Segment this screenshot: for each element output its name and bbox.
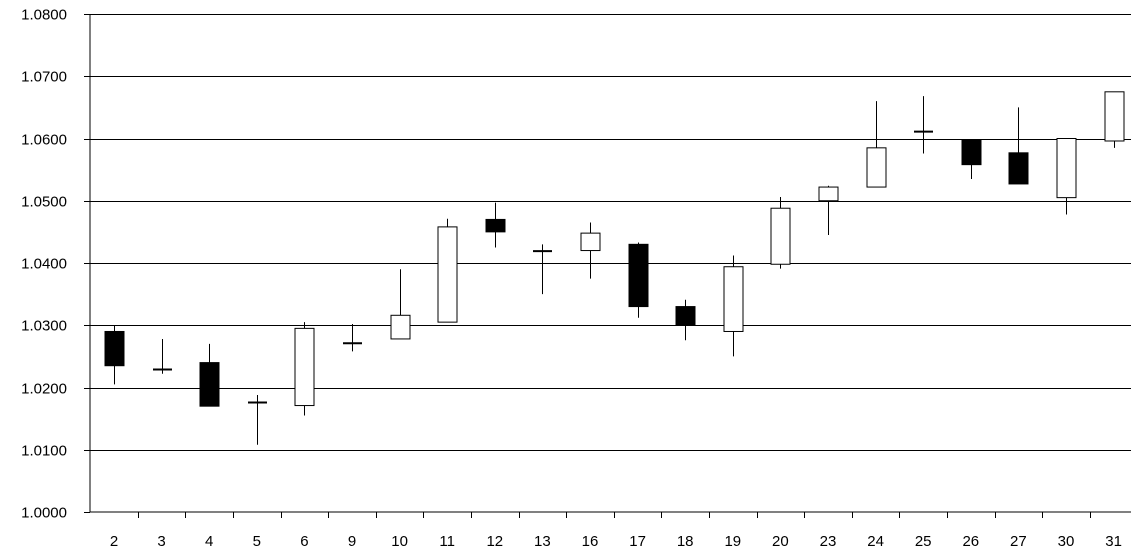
x-tick-label: 16 [582,533,599,550]
candle [628,242,649,318]
x-tick-label: 5 [253,533,261,550]
x-tick-label: 27 [1010,533,1027,550]
candle [1056,138,1077,215]
candle-body-down [104,330,125,367]
y-tick-label: 1.0000 [21,505,67,522]
candle [866,101,887,188]
x-tick-label: 6 [300,533,308,550]
candle [914,96,933,154]
candle [153,338,172,374]
candle [1008,107,1029,185]
candle [675,299,696,341]
candle [723,255,744,357]
y-tick-label: 1.0500 [21,194,67,211]
x-tick-label: 18 [677,533,694,550]
x-tick-label: 30 [1058,533,1075,550]
x-tick-label: 9 [348,533,356,550]
y-tick-label: 1.0200 [21,381,67,398]
candle [818,185,839,235]
y-tick-label: 1.0700 [21,69,67,86]
gridlines [84,14,1131,513]
candle-body-down [961,139,982,166]
candle-body-up [1056,138,1077,199]
candle-body-up [294,327,315,407]
x-tick-label: 25 [915,533,932,550]
x-tick-label: 17 [629,533,646,550]
x-axis-labels: 2 3 4 5 6 9 10 11 12 13 16 17 18 19 20 23 24 25 26 27 30 31 [110,533,1122,550]
x-tick-label: 11 [439,533,455,550]
candle-body-up [1104,91,1125,142]
candle [343,324,362,352]
candle-body-down [1008,152,1029,185]
candle-body-up [866,147,887,188]
x-tick-label: 10 [391,533,408,550]
candle-body-down [628,243,649,308]
candle [437,218,458,323]
y-tick-label: 1.0800 [21,7,67,24]
x-tick-label: 12 [486,533,503,550]
x-tick-label: 4 [205,533,213,550]
x-tick-label: 26 [962,533,979,550]
candle-body-down [485,218,506,233]
candle-body-up [580,232,601,252]
candle-body-up [770,207,791,265]
axes [89,14,1131,513]
y-tick-label: 1.0600 [21,132,67,149]
x-tick-label: 31 [1105,533,1122,550]
candle-body-up [818,186,839,202]
candle [294,322,315,416]
x-tick-label: 24 [867,533,884,550]
y-tick-label: 1.0400 [21,256,67,273]
candle [390,269,411,340]
x-tick-label: 23 [820,533,837,550]
candle-body-up [390,314,411,340]
y-tick-label: 1.0300 [21,318,67,335]
candle-body-down [675,306,696,326]
candle [1104,91,1125,148]
y-tick-label: 1.0100 [21,443,67,460]
candle [770,197,791,269]
x-tick-label: 13 [534,533,551,550]
x-axis-ticks [138,512,1091,518]
candle [104,325,125,385]
candles [104,91,1125,445]
candle [961,139,982,179]
x-tick-label: 3 [157,533,165,550]
candle [199,343,220,407]
candle [485,202,506,248]
candle [248,394,267,445]
candle-body-down [199,362,220,407]
y-axis-labels: 1.0000 1.0100 1.0200 1.0300 1.0400 1.0500 1.06… [21,7,67,522]
x-tick-label: 19 [724,533,741,550]
x-tick-label: 20 [772,533,789,550]
candle-body-up [437,226,458,323]
candle [533,244,552,295]
x-tick-label: 2 [110,533,118,550]
candle-body-up [723,266,744,332]
candle [580,222,601,279]
